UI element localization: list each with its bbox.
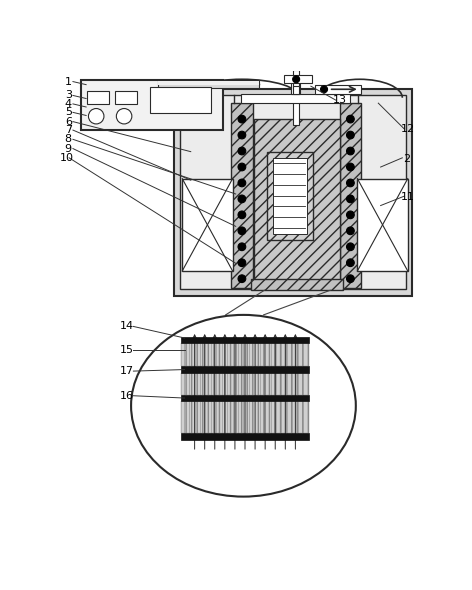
Circle shape bbox=[238, 275, 246, 283]
Bar bbox=[87, 91, 109, 104]
Circle shape bbox=[346, 243, 354, 251]
Bar bbox=[291, 78, 300, 94]
Circle shape bbox=[117, 109, 132, 124]
Circle shape bbox=[346, 275, 354, 283]
Text: 12: 12 bbox=[401, 123, 415, 133]
Text: 6: 6 bbox=[65, 117, 72, 127]
Bar bbox=[339, 103, 361, 288]
Text: 11: 11 bbox=[401, 192, 415, 202]
Text: 5: 5 bbox=[65, 107, 72, 117]
Bar bbox=[151, 87, 211, 113]
Circle shape bbox=[346, 163, 354, 171]
Bar bbox=[182, 179, 233, 271]
Text: 1: 1 bbox=[65, 77, 72, 87]
Text: 9: 9 bbox=[65, 143, 72, 153]
Text: 10: 10 bbox=[60, 153, 74, 163]
Circle shape bbox=[238, 195, 246, 203]
Circle shape bbox=[238, 115, 246, 123]
Text: 13: 13 bbox=[333, 95, 346, 105]
Circle shape bbox=[238, 147, 246, 155]
Circle shape bbox=[346, 195, 354, 203]
Circle shape bbox=[238, 211, 246, 219]
Bar bbox=[357, 179, 408, 271]
Bar bbox=[293, 86, 299, 94]
Text: 16: 16 bbox=[120, 391, 134, 401]
Bar bbox=[158, 81, 259, 86]
Circle shape bbox=[238, 259, 246, 267]
Circle shape bbox=[346, 131, 354, 139]
Circle shape bbox=[320, 86, 328, 93]
Bar bbox=[174, 89, 413, 296]
Circle shape bbox=[346, 179, 354, 187]
Circle shape bbox=[346, 259, 354, 267]
Bar bbox=[181, 366, 309, 373]
Bar bbox=[251, 278, 343, 290]
Bar bbox=[267, 152, 313, 240]
Text: 17: 17 bbox=[120, 366, 134, 376]
Bar bbox=[273, 158, 307, 234]
Circle shape bbox=[346, 147, 354, 155]
Circle shape bbox=[238, 179, 246, 187]
Text: 2: 2 bbox=[403, 153, 410, 163]
Bar bbox=[115, 91, 136, 104]
Text: 8: 8 bbox=[65, 135, 72, 145]
Circle shape bbox=[238, 227, 246, 235]
Bar bbox=[181, 395, 309, 401]
Circle shape bbox=[238, 163, 246, 171]
Text: 7: 7 bbox=[65, 125, 72, 135]
Bar bbox=[241, 94, 350, 103]
Bar bbox=[231, 103, 253, 288]
Bar bbox=[181, 373, 309, 395]
Circle shape bbox=[238, 131, 246, 139]
Bar bbox=[315, 84, 361, 94]
Bar bbox=[181, 434, 309, 440]
Circle shape bbox=[346, 115, 354, 123]
Bar bbox=[180, 94, 406, 290]
Ellipse shape bbox=[131, 315, 356, 497]
Text: 14: 14 bbox=[120, 322, 134, 332]
Bar bbox=[181, 401, 309, 434]
Circle shape bbox=[346, 211, 354, 219]
Bar bbox=[254, 119, 339, 288]
Bar bbox=[158, 80, 259, 88]
Circle shape bbox=[238, 243, 246, 251]
Bar bbox=[284, 76, 312, 83]
Bar bbox=[81, 80, 222, 130]
Bar bbox=[181, 343, 309, 366]
Circle shape bbox=[88, 109, 104, 124]
Bar bbox=[293, 86, 299, 124]
Text: 15: 15 bbox=[120, 345, 134, 355]
Bar bbox=[181, 337, 309, 343]
Circle shape bbox=[293, 76, 300, 83]
Circle shape bbox=[346, 227, 354, 235]
Text: 4: 4 bbox=[65, 99, 72, 109]
Text: 3: 3 bbox=[65, 90, 72, 100]
Bar bbox=[293, 70, 299, 89]
